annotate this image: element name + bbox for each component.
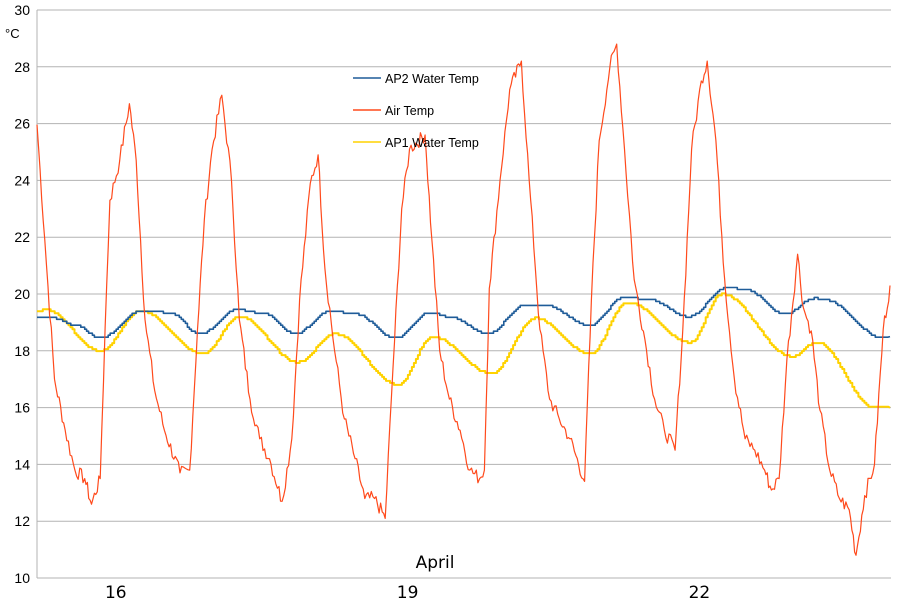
x-axis-label: April bbox=[416, 553, 455, 573]
y-tick-label: 26 bbox=[14, 116, 30, 132]
y-tick-label: 10 bbox=[14, 570, 30, 586]
y-tick-label: 28 bbox=[14, 59, 30, 75]
legend-label: AP1 Water Temp bbox=[385, 136, 479, 150]
gridlines bbox=[37, 9, 891, 579]
series-line-air-temp bbox=[36, 43, 891, 556]
series-lines bbox=[36, 43, 891, 556]
y-tick-label: 16 bbox=[14, 400, 30, 416]
y-tick-label: 18 bbox=[14, 343, 30, 359]
y-axis-ticks: 10 12 14 16 18 20 22 24 26 28 30 bbox=[14, 2, 30, 586]
y-axis-unit-label: °C bbox=[5, 26, 20, 41]
legend-label: Air Temp bbox=[385, 104, 434, 118]
y-tick-label: 14 bbox=[14, 456, 30, 472]
y-tick-label: 22 bbox=[14, 229, 30, 245]
x-axis-ticks: 16 19 22 bbox=[105, 583, 710, 603]
legend: AP2 Water Temp Air Temp AP1 Water Temp bbox=[353, 72, 479, 150]
y-tick-label: 30 bbox=[14, 2, 30, 18]
y-tick-label: 20 bbox=[14, 286, 30, 302]
x-tick-label: 19 bbox=[397, 583, 419, 603]
x-tick-label: 16 bbox=[105, 583, 127, 603]
y-tick-label: 24 bbox=[14, 172, 30, 188]
x-tick-label: 22 bbox=[689, 583, 711, 603]
y-tick-label: 12 bbox=[14, 513, 30, 529]
series-line-ap1-water-temp bbox=[37, 292, 891, 409]
series-line-ap2-water-temp bbox=[37, 286, 891, 339]
legend-label: AP2 Water Temp bbox=[385, 72, 479, 86]
